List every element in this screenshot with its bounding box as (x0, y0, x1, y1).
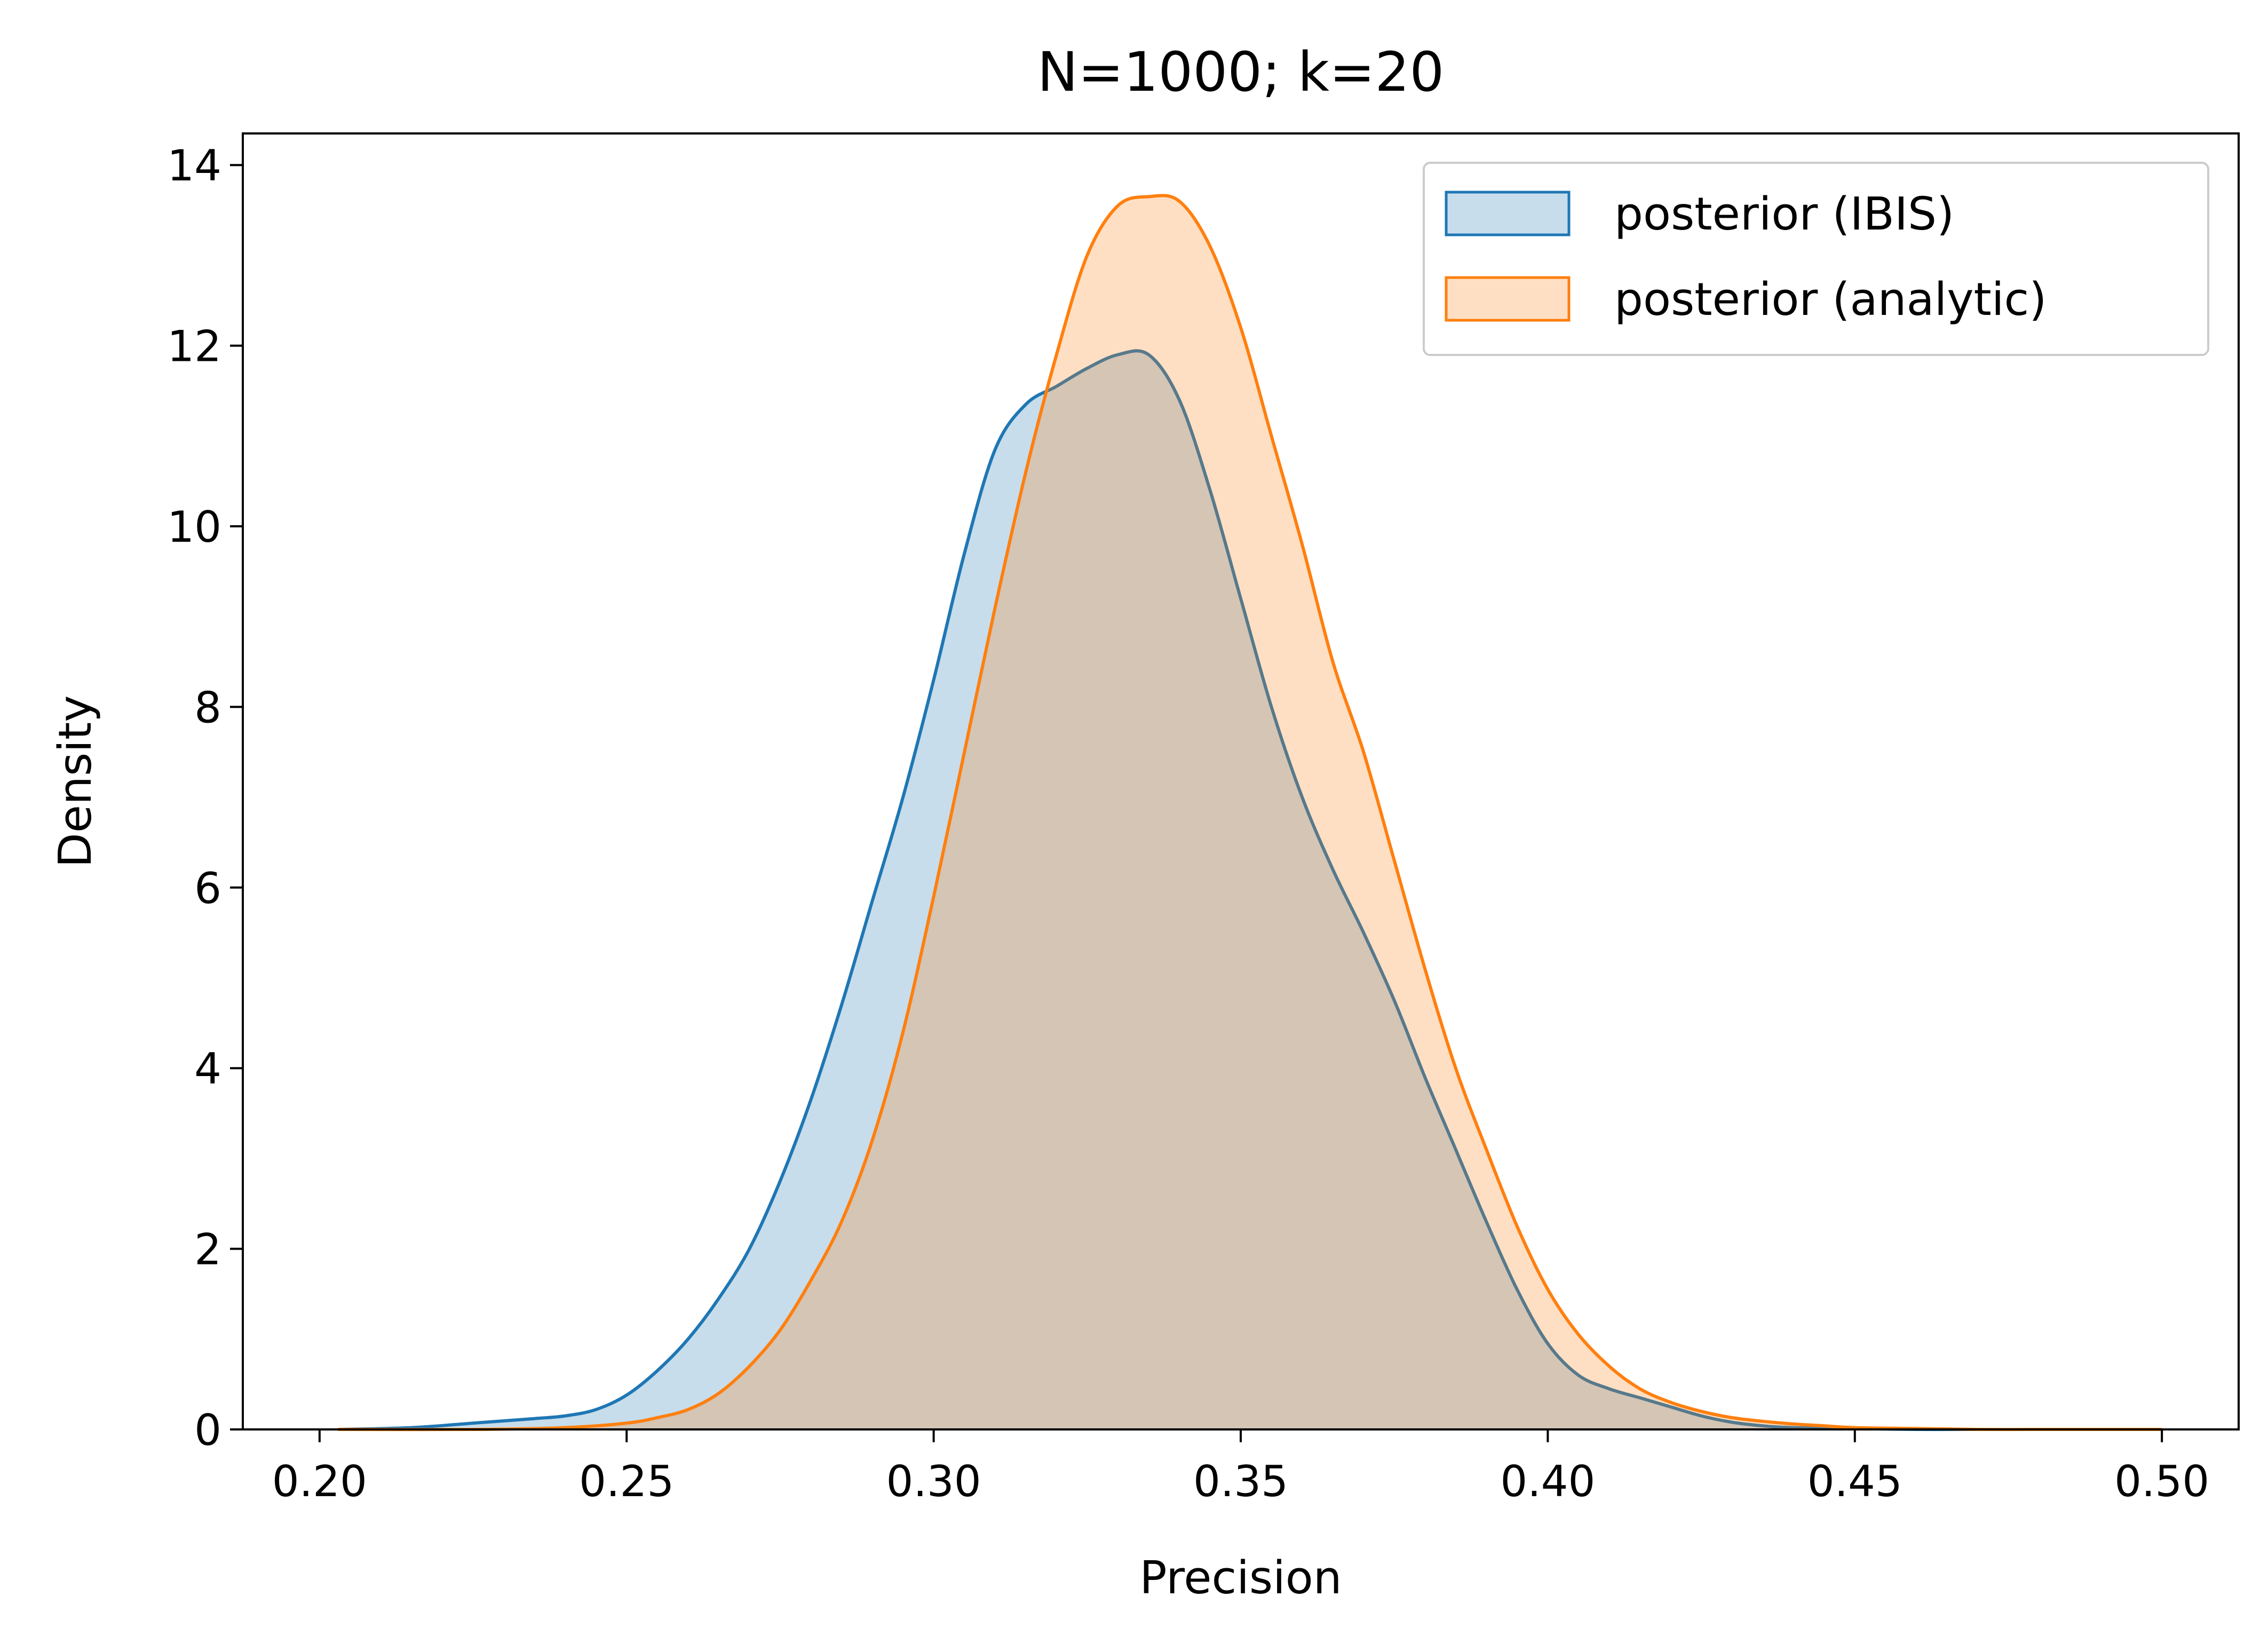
y-tick-label: 6 (194, 864, 221, 913)
y-tick-label: 14 (167, 141, 221, 191)
legend: posterior (IBIS) posterior (analytic) (1423, 162, 2209, 356)
x-tick-label: 0.45 (1807, 1457, 1902, 1506)
y-tick-label: 8 (194, 683, 221, 732)
series-line-ibis (338, 349, 1978, 1432)
y-tick-label: 2 (194, 1225, 221, 1275)
legend-box (1423, 162, 2209, 356)
x-axis-label: Precision (1139, 1552, 1342, 1605)
legend-swatch-ibis (1445, 191, 1571, 236)
series-area-analytic (338, 195, 2162, 1430)
chart-title: N=1000; k=20 (1037, 41, 1444, 104)
x-tick-label: 0.20 (272, 1457, 367, 1506)
x-tick-label: 0.35 (1193, 1457, 1288, 1506)
series-line-analytic (338, 194, 2162, 1432)
x-tick-label: 0.30 (886, 1457, 981, 1506)
x-tick-label: 0.50 (2114, 1457, 2209, 1506)
y-axis-ticks: 0 2 4 6 8 10 12 14 (167, 141, 243, 1455)
legend-label-analytic: posterior (analytic) (1614, 273, 2047, 326)
legend-label-ibis: posterior (IBIS) (1614, 188, 1954, 241)
x-tick-label: 0.40 (1500, 1457, 1595, 1506)
x-axis-ticks: 0.20 0.25 0.30 0.35 0.40 0.45 0.50 (272, 1429, 2209, 1506)
y-tick-label: 12 (167, 322, 221, 372)
y-axis-label: Density (49, 695, 102, 867)
series-area-ibis (338, 351, 1978, 1430)
y-tick-label: 0 (194, 1405, 221, 1455)
x-tick-label: 0.25 (579, 1457, 674, 1506)
series-layer (338, 194, 2162, 1432)
y-tick-label: 4 (194, 1044, 221, 1094)
legend-swatch-analytic (1445, 276, 1571, 322)
y-tick-label: 10 (167, 502, 221, 552)
